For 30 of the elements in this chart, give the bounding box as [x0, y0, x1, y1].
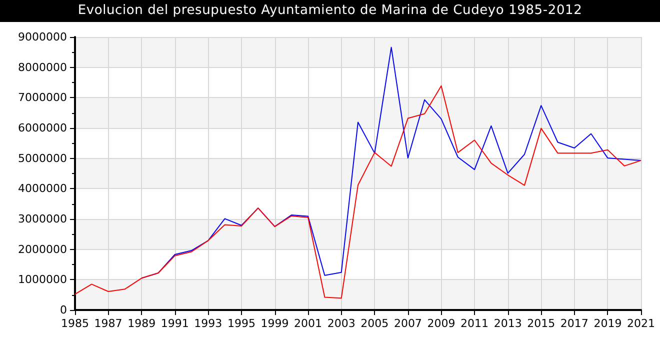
x-tick-label: 1999 — [260, 317, 289, 330]
y-tick-label: 7000000 — [18, 91, 67, 104]
x-tick-label: 2005 — [360, 317, 389, 330]
x-tick-label: 2013 — [494, 317, 522, 330]
x-tick-label: 1991 — [160, 317, 189, 330]
x-tick-label: 2017 — [560, 317, 588, 330]
x-tick-label: 1989 — [128, 317, 156, 330]
y-tick-label: 0 — [60, 304, 67, 316]
y-tick-label: 4000000 — [18, 182, 67, 196]
y-tick-label: 3000000 — [18, 212, 67, 226]
x-tick-label: 1995 — [227, 317, 256, 330]
y-tick-label: 2000000 — [18, 242, 67, 256]
chart-title: Evolucion del presupuesto Ayuntamiento de Marina de Cudeyo 1985-2012 — [0, 0, 660, 22]
x-tick-label: 2019 — [594, 317, 622, 330]
y-tick-label: 9000000 — [18, 30, 67, 44]
x-tick-label: 2001 — [294, 317, 322, 330]
y-tick-label: 8000000 — [18, 60, 67, 74]
y-tick-label: 6000000 — [18, 122, 67, 134]
x-tick-label: 2015 — [527, 317, 556, 330]
x-tick-label: 1987 — [94, 317, 122, 330]
x-tick-label: 2003 — [327, 317, 356, 330]
x-tick-label: 2007 — [394, 317, 422, 330]
y-tick-label: 5000000 — [18, 152, 67, 165]
x-tick-label: 1993 — [194, 317, 222, 330]
x-tick-label: 1985 — [61, 317, 89, 330]
y-tick-label: 1000000 — [18, 273, 67, 286]
x-tick-label: 2011 — [460, 317, 489, 330]
line-series — [74, 85, 642, 299]
x-tick-label: 2021 — [627, 317, 655, 330]
x-tick-label: 2009 — [427, 317, 456, 330]
